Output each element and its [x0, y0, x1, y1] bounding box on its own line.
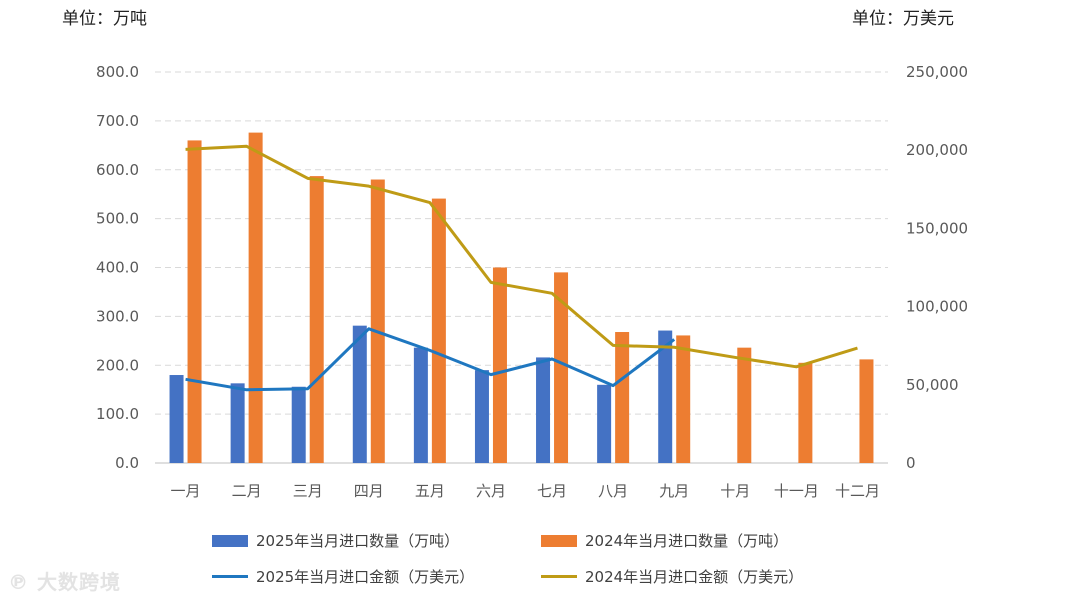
legend-label-2025-amount: 2025年当月进口金额（万美元）	[256, 568, 475, 586]
y-left-tick-label: 800.0	[96, 63, 139, 81]
x-tick-label: 四月	[354, 482, 384, 500]
y-left-tick-label: 400.0	[96, 259, 139, 277]
x-tick-label: 十一月	[774, 482, 819, 500]
y-right-tick-label: 100,000	[906, 298, 968, 316]
x-tick-label: 八月	[598, 482, 628, 500]
watermark-icon: ℗	[8, 570, 37, 594]
y-left-tick-label: 200.0	[96, 356, 139, 374]
x-tick-label: 十二月	[835, 482, 880, 500]
bar-2025	[536, 357, 551, 463]
x-tick-label: 三月	[293, 482, 323, 500]
bar-2025	[658, 330, 673, 463]
bar-2025	[230, 383, 245, 463]
bar-2024	[492, 267, 507, 463]
legend-swatch-2025-quantity	[212, 534, 248, 547]
bar-2024	[248, 132, 263, 464]
bar-2025	[169, 375, 184, 463]
bar-2024	[431, 198, 446, 463]
x-tick-label: 五月	[415, 482, 445, 500]
right-axis-unit: 单位：万美元	[852, 9, 954, 29]
bar-2024	[859, 359, 874, 463]
x-tick-label: 十月	[720, 482, 750, 500]
legend-item-2025-amount: 2025年当月进口金额（万美元）	[212, 566, 474, 587]
watermark-text: 大数跨境	[36, 570, 121, 594]
x-tick-label: 六月	[476, 482, 506, 500]
bar-2025	[413, 347, 428, 463]
legend-label-2024-amount: 2024年当月进口金额（万美元）	[585, 568, 804, 586]
y-left-tick-label: 600.0	[96, 161, 139, 179]
legend-swatch-2025-amount	[212, 575, 248, 578]
bar-2025	[291, 386, 306, 463]
y-right-tick-label: 150,000	[906, 219, 968, 237]
y-right-tick-label: 200,000	[906, 141, 968, 159]
left-axis-unit: 单位：万吨	[62, 9, 147, 29]
bar-2024	[615, 332, 630, 463]
y-left-tick-label: 0.0	[115, 454, 139, 472]
bar-2024	[554, 272, 569, 463]
x-tick-label: 七月	[537, 482, 567, 500]
legend-label-2025-quantity: 2025年当月进口数量（万吨）	[256, 532, 460, 550]
bar-2024	[676, 335, 691, 463]
x-tick-label: 一月	[171, 482, 201, 500]
y-left-tick-label: 500.0	[96, 210, 139, 228]
y-left-tick-label: 300.0	[96, 307, 139, 325]
legend-swatch-2024-amount	[541, 575, 577, 578]
y-right-tick-label: 0	[906, 454, 916, 472]
legend-item-2025-quantity: 2025年当月进口数量（万吨）	[212, 530, 459, 551]
legend-label-2024-quantity: 2024年当月进口数量（万吨）	[585, 532, 789, 550]
bar-2024	[370, 179, 385, 463]
bar-2025	[352, 325, 367, 463]
legend-item-2024-amount: 2024年当月进口金额（万美元）	[541, 566, 803, 587]
y-left-tick-label: 100.0	[96, 405, 139, 423]
legend-item-2024-quantity: 2024年当月进口数量（万吨）	[541, 530, 788, 551]
x-tick-label: 九月	[659, 482, 689, 500]
bar-2025	[474, 370, 489, 463]
x-tick-label: 二月	[232, 482, 262, 500]
y-right-tick-label: 250,000	[906, 63, 968, 81]
watermark-logo: ℗ 大数跨境	[8, 566, 121, 595]
bar-2025	[597, 384, 612, 463]
line-2025-amount	[185, 327, 676, 392]
bar-2024	[309, 176, 324, 463]
legend-swatch-2024-quantity	[541, 534, 577, 547]
line-2024-amount	[185, 144, 858, 369]
y-left-tick-label: 700.0	[96, 112, 139, 130]
bar-2024	[798, 362, 813, 463]
y-right-tick-label: 50,000	[906, 376, 959, 394]
bar-2024	[187, 140, 202, 464]
bar-2024	[737, 347, 752, 463]
